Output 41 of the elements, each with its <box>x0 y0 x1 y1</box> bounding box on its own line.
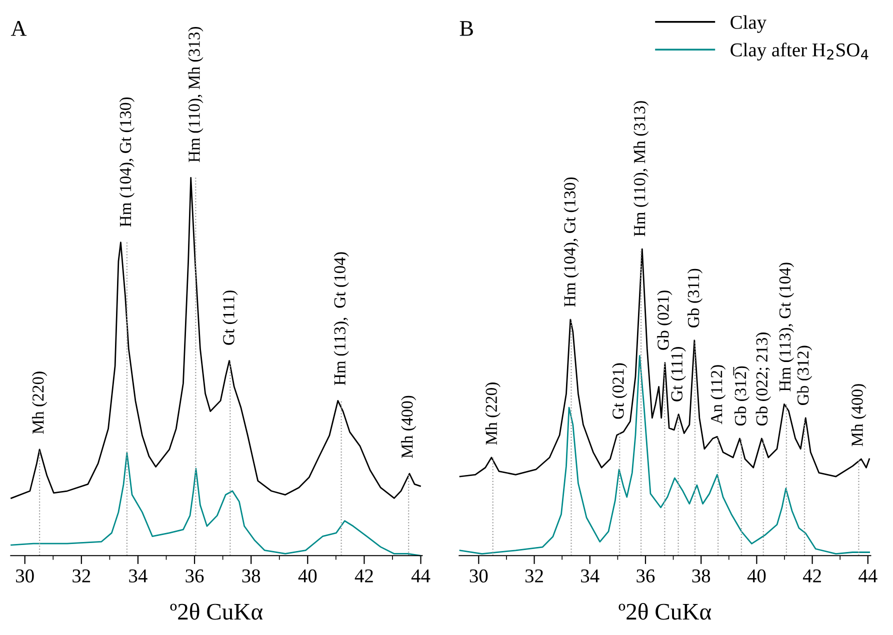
ref-line-label: Mh (220) <box>32 372 48 434</box>
x-tick-label: 32 <box>525 569 543 583</box>
x-tick-label: 38 <box>242 569 260 583</box>
ref-line-label: Hm (110), Mh (313) <box>633 101 649 236</box>
ref-line-label: Mh (400) <box>851 384 866 446</box>
ref-line-label: Mh (400) <box>401 396 416 458</box>
x-tick-label: 44 <box>858 570 878 582</box>
x-tick-label: 36 <box>186 569 204 583</box>
ref-line-label: Gb (312̅) <box>733 366 750 426</box>
x-tick-label: 44 <box>411 570 430 582</box>
ref-line-label: Gb (022; 213) <box>756 332 771 426</box>
chart-title: A <box>10 21 27 36</box>
ref-line-label: An (112) <box>710 365 726 424</box>
x-tick-label: 40 <box>747 569 766 583</box>
legend-label: Clay <box>730 15 766 33</box>
x-tick-label: 32 <box>72 569 90 583</box>
ref-line-label: Hm (110), Mh (313) <box>188 26 204 162</box>
ref-line-label: Gb (311) <box>687 268 703 328</box>
ref-line-label: Hm (113), Gt (104) <box>778 262 794 392</box>
x-tick-label: 30 <box>470 569 488 583</box>
x-tick-label: 30 <box>16 569 34 583</box>
x-axis-title: º2θ CuKα <box>170 602 263 620</box>
x-tick-label: 40 <box>298 569 317 583</box>
x-tick-label: 34 <box>581 569 600 583</box>
x-tick-label: 34 <box>129 569 148 583</box>
x-axis-title: º2θ CuKα <box>618 602 712 620</box>
ref-line-label: Hm (104), Gt (130) <box>564 177 579 307</box>
ref-line-label: Mh (220) <box>485 382 500 445</box>
legend-label: Clay after H$_{2}$SO$_{4}$ <box>730 42 868 60</box>
ref-line-label: Gb (021) <box>657 290 672 350</box>
chart-title: B <box>460 21 473 36</box>
x-tick-label: 36 <box>636 569 655 583</box>
ref-line-label: Gt (021) <box>612 363 628 419</box>
ref-line-label: Hm (104), Gt (130) <box>119 97 134 227</box>
x-tick-label: 42 <box>802 569 821 582</box>
ref-line-label: Gt (111) <box>670 347 686 402</box>
x-tick-label: 42 <box>354 569 373 582</box>
ref-line-label: Hm (113), Gt (104) <box>334 252 349 386</box>
ref-line-label: Gt (111) <box>222 290 238 345</box>
ref-line-label: Gb (312) <box>796 346 812 406</box>
x-tick-label: 38 <box>692 569 710 583</box>
